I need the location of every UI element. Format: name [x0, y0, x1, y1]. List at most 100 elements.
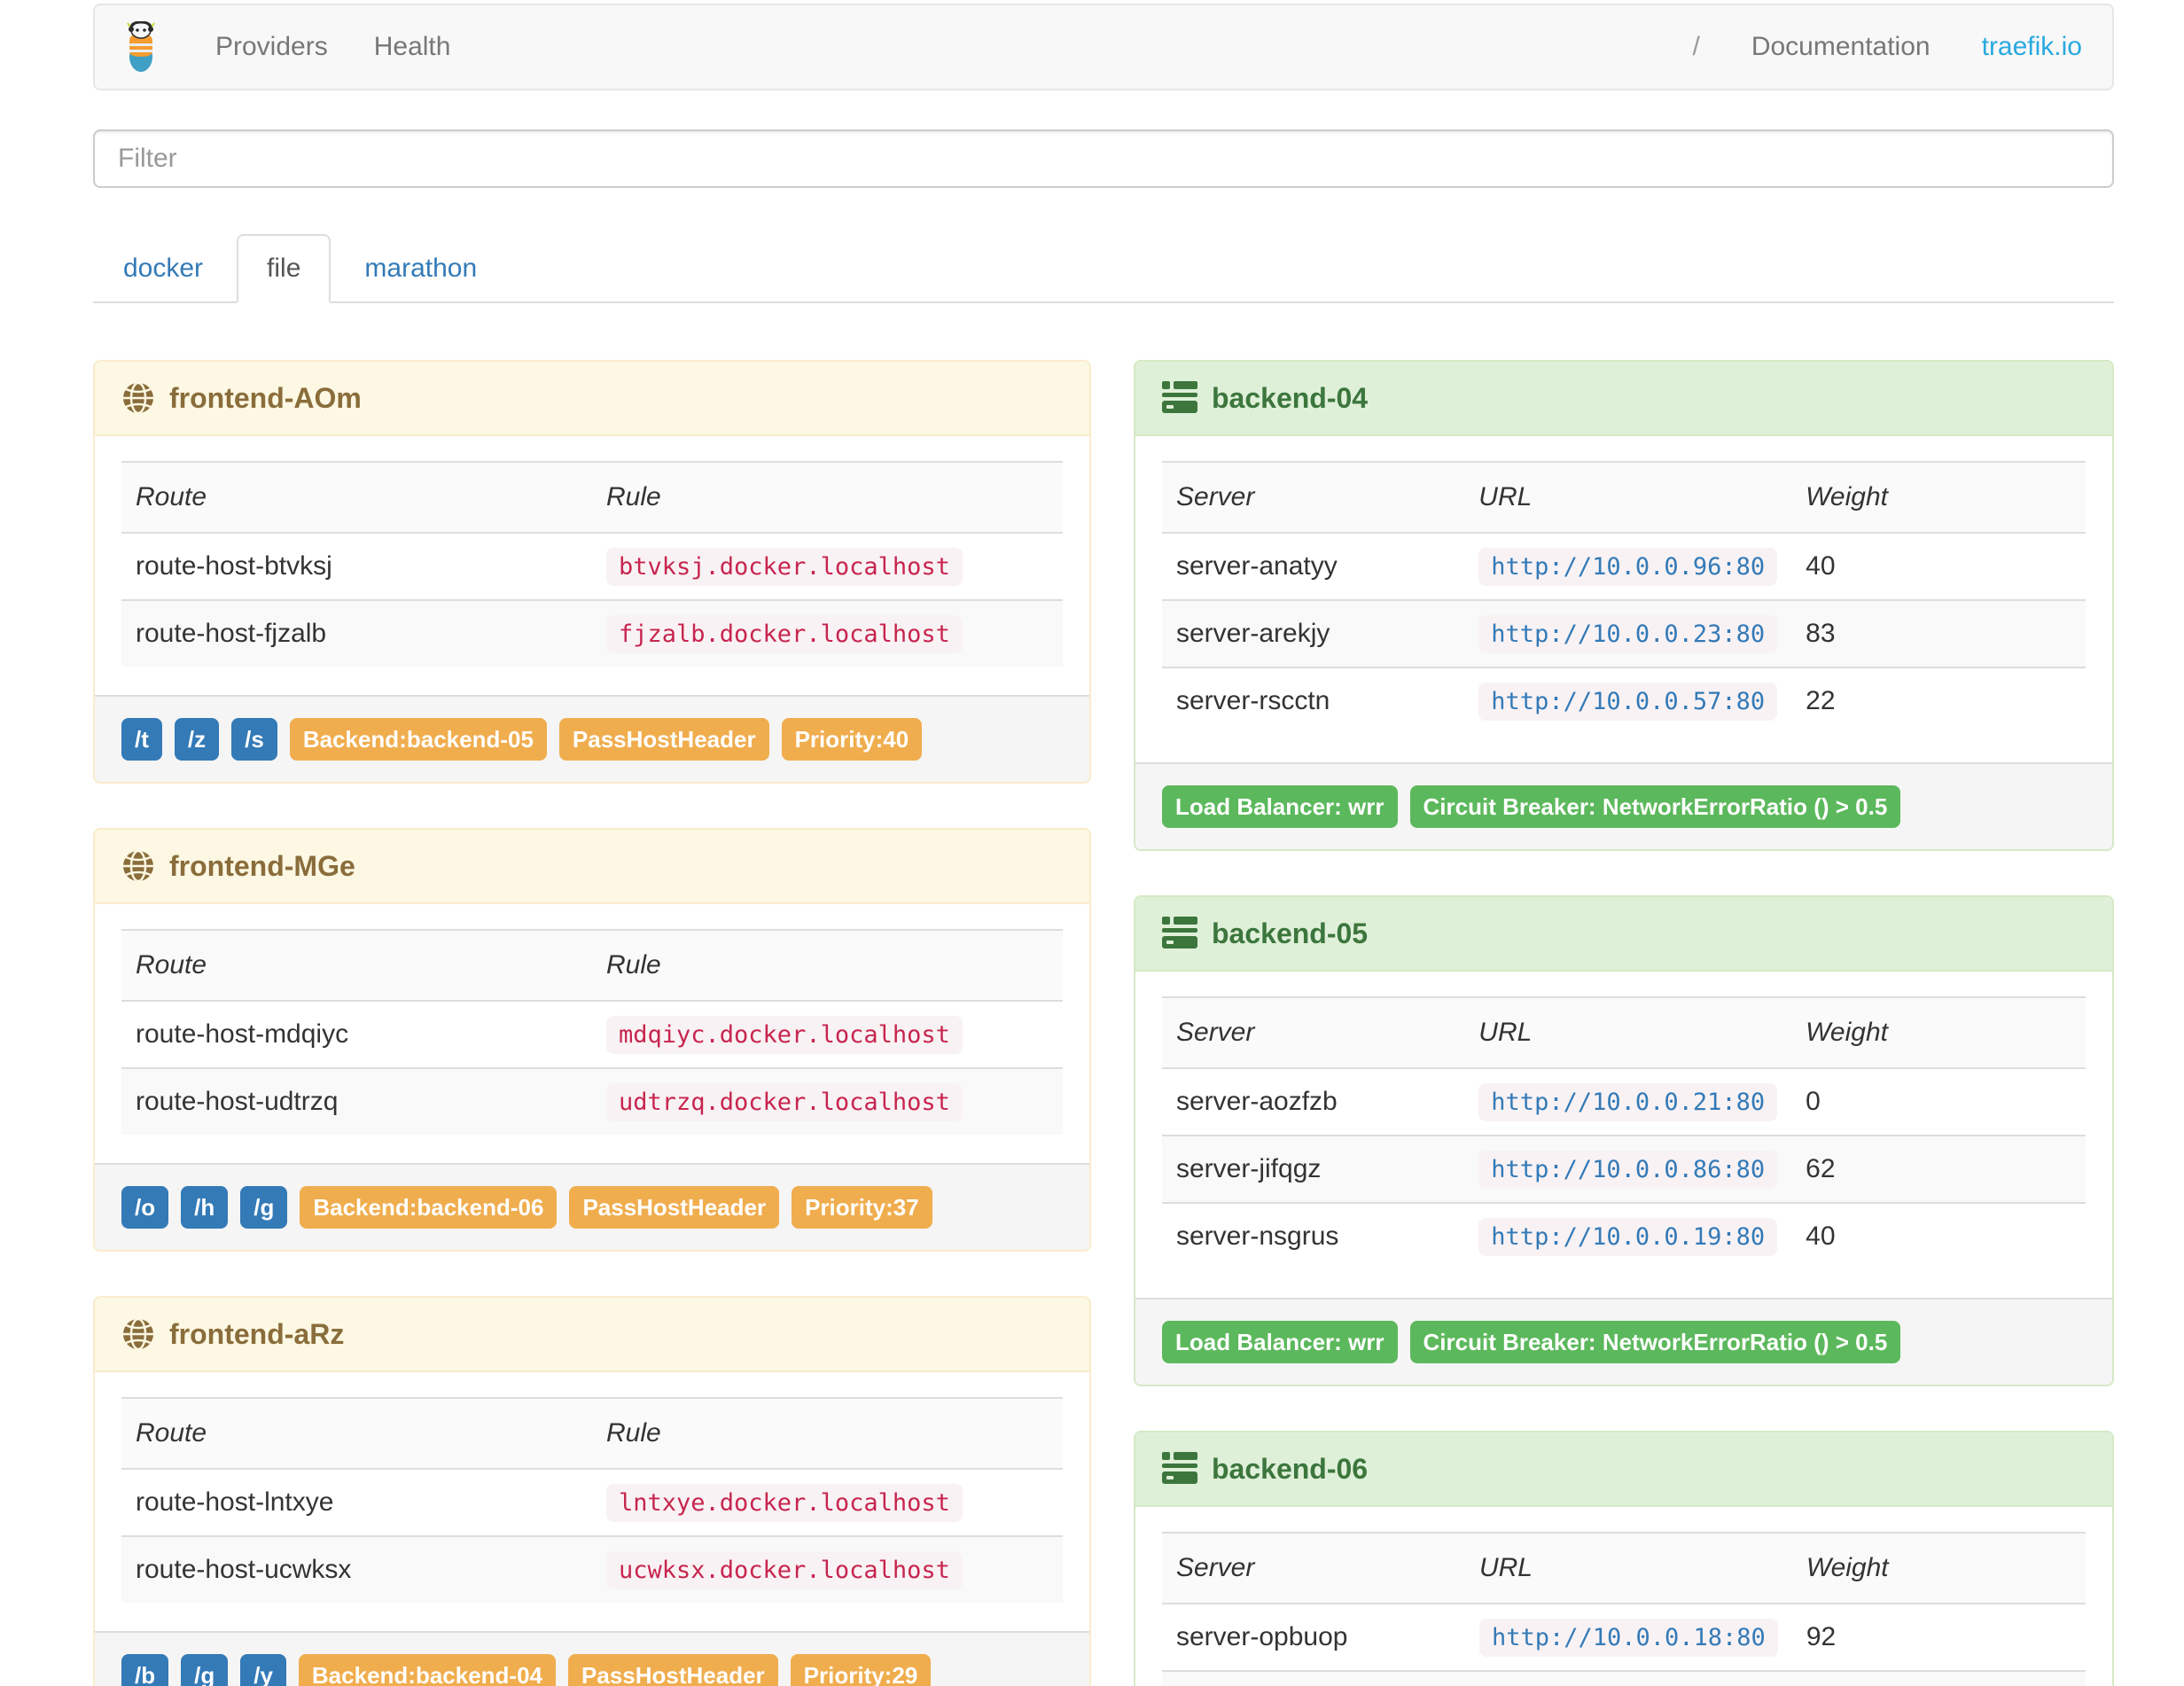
- frontend-tag-badge: Backend:backend-06: [300, 1186, 558, 1229]
- url-cell: http://10.0.0.21:80: [1464, 1068, 1791, 1136]
- frontend-card-footer: /t/z/s Backend:backend-05 PassHostHeader Pr…: [95, 695, 1089, 782]
- rule-cell: btvksj.docker.localhost: [592, 533, 1063, 600]
- tab-docker[interactable]: docker: [123, 254, 204, 283]
- path-badge: /t: [121, 718, 162, 761]
- column-header-rule: Rule: [592, 929, 1063, 1002]
- tab-marathon[interactable]: marathon: [364, 254, 478, 283]
- nav-health[interactable]: Health: [373, 32, 451, 61]
- servers-header-row: Server URL Weight: [1162, 461, 2086, 534]
- rule-code: btvksj.docker.localhost: [606, 548, 963, 586]
- weight-value: 22: [1806, 686, 1836, 715]
- frontend-card: frontend-aRz Route Rule route-host-lntxye…: [93, 1296, 1091, 1686]
- backend-title: backend-04: [1212, 381, 1369, 414]
- globe-icon: [123, 381, 153, 415]
- route-row: route-host-udtrzq udtrzq.docker.localhost: [121, 1068, 1063, 1135]
- backend-tag-badge: Circuit Breaker: NetworkErrorRatio () > …: [1409, 785, 1901, 828]
- url-cell: http://10.0.0.63:80: [1465, 1671, 1792, 1686]
- rule-cell: ucwksx.docker.localhost: [592, 1536, 1063, 1603]
- server-url-link[interactable]: http://10.0.0.57:80: [1478, 683, 1778, 721]
- rule-cell: lntxye.docker.localhost: [592, 1469, 1063, 1536]
- traefik-logo-icon: [127, 21, 155, 72]
- backend-tag-badge: Load Balancer: wrr: [1162, 1321, 1398, 1363]
- backend-card-body: Server URL Weight server-opbuop http://10.0…: [1135, 1507, 2112, 1686]
- weight-value: 29: [1792, 1671, 2086, 1686]
- url-code: http://10.0.0.57:80: [1478, 683, 1778, 721]
- column-header-url: URL: [1464, 996, 1792, 1069]
- frontend-card-body: Route Rule route-host-mdqiyc mdqiyc.docker…: [95, 904, 1089, 1163]
- filter-input[interactable]: [93, 129, 2114, 188]
- backend-card-footer: Load Balancer: wrr Circuit Breaker: Netwo…: [1135, 762, 2112, 849]
- route-name: route-host-udtrzq: [136, 1087, 339, 1116]
- frontends-column: frontend-AOm Route Rule route-host-btvksj…: [93, 360, 1091, 1686]
- server-name: server-tksmvo: [1162, 1671, 1465, 1686]
- nav-documentation[interactable]: Documentation: [1751, 32, 1930, 61]
- backend-card-footer: Load Balancer: wrr Circuit Breaker: Netwo…: [1135, 1298, 2112, 1385]
- frontend-title: frontend-aRz: [169, 1317, 345, 1350]
- server-url-link[interactable]: http://10.0.0.96:80: [1478, 548, 1778, 586]
- url-cell: http://10.0.0.57:80: [1464, 667, 1791, 734]
- routes-header-row: Route Rule: [121, 1397, 1063, 1470]
- server-url-link[interactable]: http://10.0.0.18:80: [1478, 1619, 1778, 1657]
- server-url-link[interactable]: http://10.0.0.86:80: [1478, 1151, 1778, 1189]
- rule-code: udtrzq.docker.localhost: [606, 1083, 963, 1121]
- path-badge: /y: [240, 1654, 286, 1686]
- rule-code: fjzalb.docker.localhost: [606, 615, 963, 653]
- server-name: server-arekjy: [1176, 619, 1330, 648]
- path-badge: /s: [231, 718, 277, 761]
- servers-header-row: Server URL Weight: [1162, 996, 2086, 1069]
- column-header-rule: Rule: [592, 461, 1063, 534]
- rule-code: lntxye.docker.localhost: [606, 1484, 963, 1522]
- content-columns: frontend-AOm Route Rule route-host-btvksj…: [93, 360, 2114, 1686]
- path-badge: /z: [174, 718, 220, 761]
- backend-title: backend-05: [1212, 917, 1369, 949]
- traefik-logo-icon[interactable]: [125, 21, 157, 73]
- route-name: route-host-ucwksx: [136, 1555, 352, 1584]
- nav-separator: /: [1692, 32, 1700, 61]
- path-badge: /g: [181, 1654, 229, 1686]
- frontend-card: frontend-MGe Route Rule route-host-mdqiyc…: [93, 828, 1091, 1252]
- path-badge: /b: [121, 1654, 169, 1686]
- column-header-route: Route: [121, 1397, 592, 1470]
- backend-card: backend-05 Server URL Weight server-aozfzb…: [1134, 895, 2114, 1386]
- column-header-server: Server: [1162, 461, 1465, 534]
- url-cell: http://10.0.0.18:80: [1465, 1604, 1792, 1671]
- column-header-weight: Weight: [1791, 461, 2086, 534]
- path-badge: /h: [181, 1186, 229, 1229]
- nav-providers[interactable]: Providers: [215, 32, 328, 61]
- server-row: server-opbuop http://10.0.0.18:80 92: [1162, 1604, 2086, 1671]
- weight-value: 83: [1806, 619, 1836, 648]
- server-url-link[interactable]: http://10.0.0.23:80: [1478, 615, 1778, 653]
- servers-table: Server URL Weight server-opbuop http://10.0…: [1162, 1532, 2086, 1686]
- server-row: server-nsgrus http://10.0.0.19:80 40: [1162, 1203, 2086, 1269]
- frontend-tag-badge: PassHostHeader: [568, 1654, 778, 1686]
- tab-file[interactable]: file: [237, 234, 332, 303]
- globe-icon: [123, 1317, 153, 1351]
- url-cell: http://10.0.0.23:80: [1464, 600, 1791, 667]
- weight-value: 62: [1806, 1154, 1836, 1183]
- column-header-url: URL: [1464, 1532, 1792, 1604]
- routes-header-row: Route Rule: [121, 461, 1063, 534]
- route-name: route-host-lntxye: [136, 1487, 334, 1517]
- rule-cell: mdqiyc.docker.localhost: [592, 1001, 1063, 1068]
- backend-tag-badge: Circuit Breaker: NetworkErrorRatio () > …: [1409, 1321, 1901, 1363]
- column-header-server: Server: [1162, 996, 1465, 1069]
- server-url-link[interactable]: http://10.0.0.21:80: [1478, 1083, 1778, 1121]
- servers-table: Server URL Weight server-aozfzb http://10.0…: [1162, 996, 2086, 1269]
- frontend-title: frontend-MGe: [169, 849, 355, 882]
- column-header-rule: Rule: [592, 1397, 1063, 1470]
- path-badge: /o: [121, 1186, 169, 1229]
- rule-code: ucwksx.docker.localhost: [606, 1551, 963, 1589]
- server-name: server-jifqgz: [1176, 1154, 1322, 1183]
- route-name: route-host-fjzalb: [136, 619, 327, 648]
- route-name: route-host-mdqiyc: [136, 1019, 349, 1049]
- route-name: route-host-btvksj: [136, 551, 332, 581]
- frontend-card-header: frontend-aRz: [95, 1298, 1089, 1372]
- nav-traefik-io-link[interactable]: traefik.io: [1981, 32, 2082, 61]
- column-header-weight: Weight: [1791, 996, 2086, 1069]
- server-url-link[interactable]: http://10.0.0.19:80: [1478, 1218, 1778, 1256]
- navbar: Providers Health / Documentation traefik…: [93, 4, 2114, 90]
- provider-tabs: docker file marathon: [93, 234, 2114, 303]
- backend-card: backend-06 Server URL Weight server-opbuop…: [1134, 1431, 2114, 1686]
- page: Providers Health / Documentation traefik…: [93, 4, 2114, 1686]
- server-name: server-nsgrus: [1176, 1222, 1339, 1251]
